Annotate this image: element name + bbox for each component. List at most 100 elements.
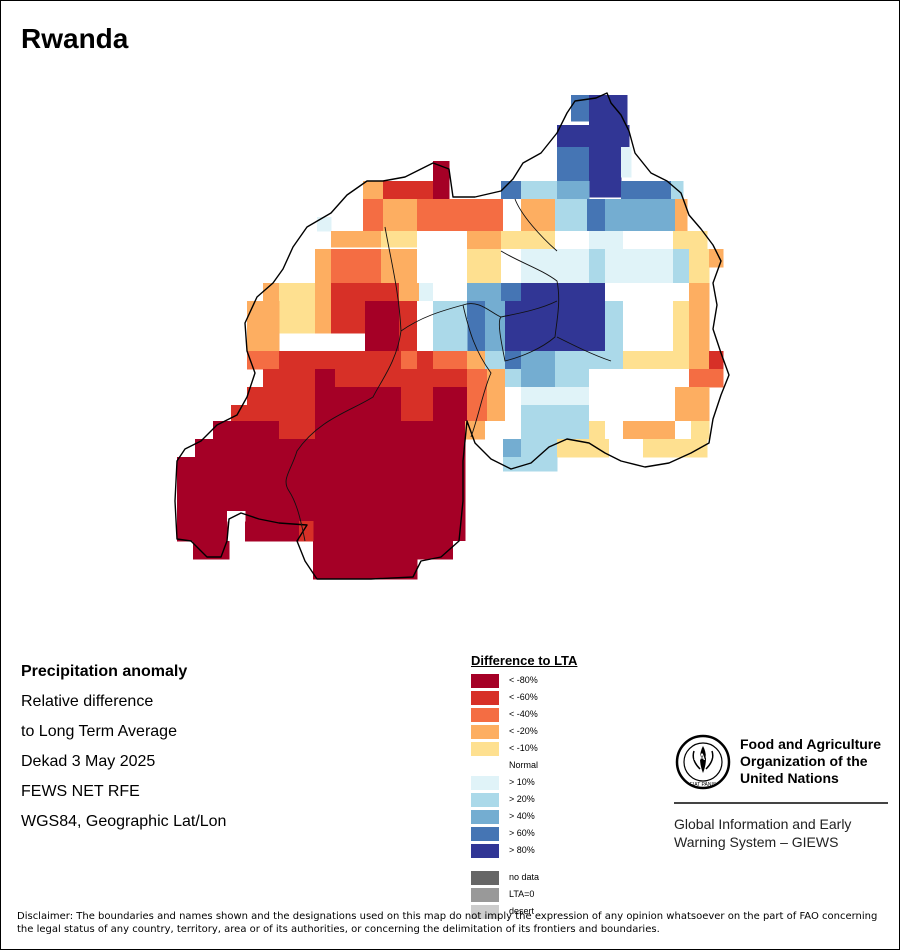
anomaly-cell [401,405,434,422]
anomaly-cell [689,369,710,388]
legend-swatch [471,742,499,756]
anomaly-cell [177,457,296,476]
anomaly-cell [521,283,606,302]
anomaly-cell [589,405,676,422]
anomaly-cell [689,301,710,354]
anomaly-cell [263,283,280,302]
anomaly-cell [365,283,400,302]
anomaly-cell [485,439,504,458]
anomaly-cell [467,231,502,250]
anomaly-cell [589,125,630,150]
anomaly-cell [383,199,418,232]
anomaly-cell [605,283,624,302]
anomaly-cell [623,249,674,284]
anomaly-cell [621,181,672,200]
anomaly-cell [315,249,332,284]
anomaly-cell [557,421,590,440]
legend-item: < -40% [471,707,577,724]
fao-logo-icon: FAO FIAT PANIS [675,734,731,790]
anomaly-cell [433,161,450,200]
legend-label: < -80% [509,675,538,685]
legend-swatch [471,810,499,824]
legend-item: Normal [471,758,577,775]
anomaly-cell [433,351,468,370]
anomaly-cell [313,559,418,580]
province-border [462,304,492,438]
anomaly-cell [609,439,644,458]
anomaly-cell [331,249,382,284]
anomaly-cell [363,181,384,200]
anomaly-cell [589,351,624,370]
anomaly-cell [673,249,690,284]
legend-label: < -60% [509,692,538,702]
anomaly-cell [283,369,316,388]
anomaly-cell [689,283,710,302]
legend-swatch [471,759,499,773]
anomaly-cell [589,95,628,126]
anomaly-cell [673,231,708,250]
anomaly-cell [555,369,590,388]
info-line: to Long Term Average [21,723,177,740]
legend-label: > 20% [509,794,535,804]
anomaly-cell [571,95,590,122]
anomaly-cell [331,231,382,248]
anomaly-cell [433,283,468,302]
anomaly-cell [315,405,402,422]
legend-label: > 40% [509,811,535,821]
anomaly-cell [675,421,692,440]
anomaly-cell [315,387,402,406]
anomaly-cell [247,351,280,370]
anomaly-cell [467,387,488,406]
anomaly-cell [501,249,522,284]
info-line: FEWS NET RFE [21,783,140,800]
anomaly-cell [365,351,402,370]
anomaly-cell [381,231,418,248]
legend-classes: < -80% < -60% < -40% < -20% < -10% Normal > 10… [471,673,577,860]
legend-item: > 10% [471,775,577,792]
anomaly-cell [589,231,624,250]
province-border [285,226,402,542]
anomaly-cell [331,283,366,334]
anomaly-cell [419,283,434,302]
anomaly-cell [247,301,280,352]
legend-title: Difference to LTA [471,653,578,668]
legend-item: no data [471,870,577,887]
anomaly-cell [605,199,676,232]
anomaly-cell [709,351,724,370]
province-border [514,198,558,252]
anomaly-cell [521,181,558,200]
legend-item: LTA=0 [471,887,577,904]
anomaly-cell [401,387,434,406]
anomaly-cell [433,319,468,354]
anomaly-cell [417,351,434,370]
org-name: Food and Agriculture Organization of the… [740,736,881,787]
anomaly-cell [557,181,590,200]
legend-swatch [471,871,499,885]
anomaly-cell [589,147,622,198]
legend-extra: no data LTA=0 desert [471,870,577,921]
anomaly-cell [605,421,624,440]
legend-label: < -10% [509,743,538,753]
anomaly-cell [589,249,606,284]
legend-item: < -20% [471,724,577,741]
anomaly-cell [485,351,506,370]
anomaly-cell [503,439,522,458]
anomaly-cell [503,199,522,232]
anomaly-cell [557,147,590,182]
anomaly-cell [487,405,506,422]
anomaly-cell [177,475,466,512]
anomaly-cell [315,369,336,388]
legend-swatch [471,793,499,807]
anomaly-cell [315,351,366,370]
map-info: Precipitation anomaly Relative differenc… [21,657,226,837]
anomaly-cell [313,541,454,560]
legend-swatch [471,905,499,919]
anomaly-cell [555,231,590,250]
anomaly-cell [621,147,632,178]
anomaly-cell [557,125,590,148]
anomaly-cell [433,301,468,320]
anomaly-cell [417,301,434,352]
anomaly-cell [605,249,624,284]
anomaly-cell [195,439,296,458]
org-divider [674,802,888,804]
